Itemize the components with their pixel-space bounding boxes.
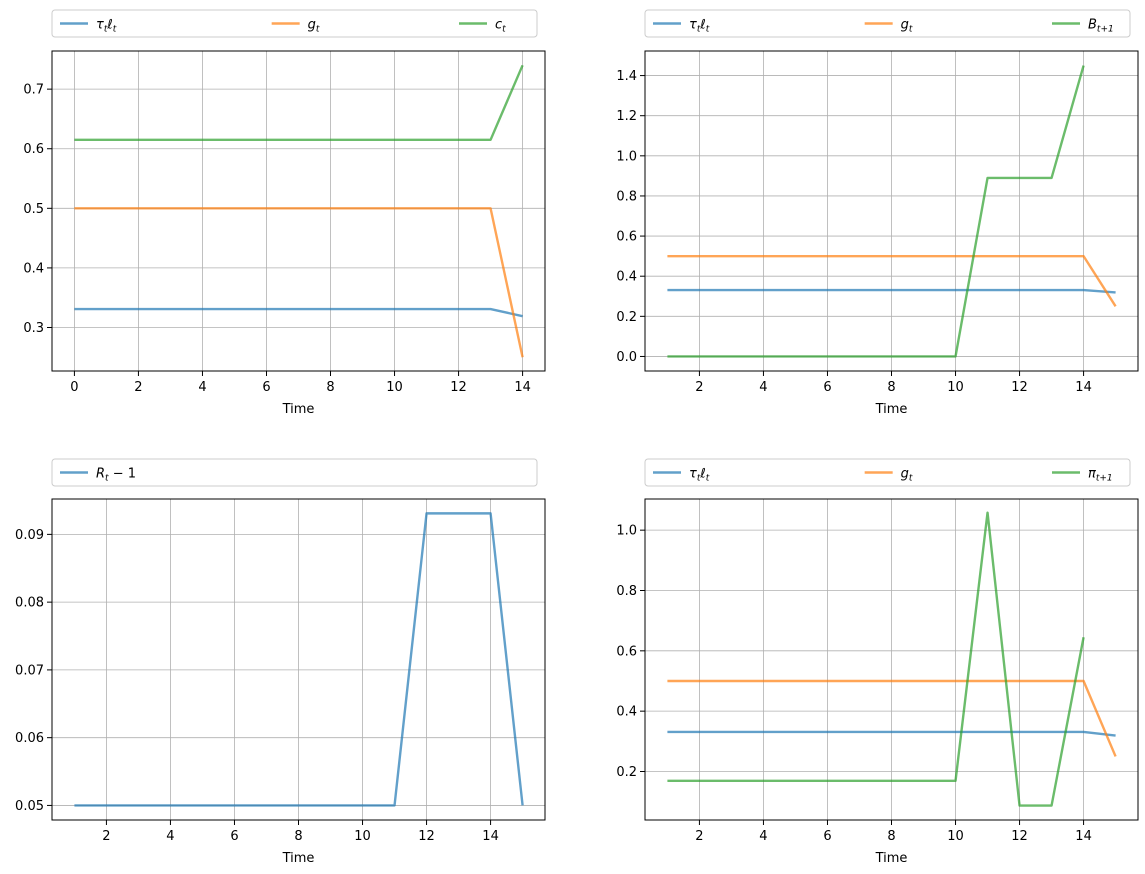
y-tick-label: 0.6 [616, 644, 637, 659]
y-tick-label: 0.07 [15, 663, 44, 678]
subplot-1: 0 2 4 6 8 10 12 14 0.3 0.4 0.5 0.6 0.7 Time τtℓt gt ct [23, 9, 546, 417]
x-tick-label: 6 [230, 829, 238, 844]
y-tick-label: 1.4 [616, 69, 637, 84]
series-line-1 [667, 730, 1116, 737]
y-tick-label: 0.4 [616, 705, 637, 720]
y-tick-label: 0.5 [23, 202, 44, 217]
x-tick-label: 4 [166, 829, 174, 844]
x-tick-label: 2 [695, 829, 703, 844]
x-tick-label: 4 [759, 380, 767, 395]
x-tick-label: 10 [947, 829, 964, 844]
series-line-2 [667, 679, 1117, 757]
y-tick-label: 0.7 [23, 83, 44, 98]
y-tick-label: 0.06 [15, 731, 44, 746]
x-tick-label: 14 [514, 380, 531, 395]
x-tick-label: 12 [450, 380, 467, 395]
x-axis-label: Time [875, 851, 908, 866]
legend-entry: gt [901, 467, 913, 484]
legend-entry: τtℓt [689, 467, 710, 484]
y-tick-label: 0.6 [616, 230, 637, 245]
subplot-4: 2 4 6 8 10 12 14 0.2 0.4 0.6 0.8 1.0 Time τtℓt gt πt+1 [616, 458, 1139, 866]
x-tick-label: 8 [294, 829, 302, 844]
y-tick-label: 1.0 [616, 149, 637, 164]
legend-entry: Bt+1 [1088, 18, 1114, 35]
legend: τtℓt gt Bt+1 [644, 9, 1131, 38]
legend-entry: Rt − 1 [96, 467, 136, 484]
legend: Rt − 1 [51, 458, 538, 487]
x-tick-label: 6 [823, 380, 831, 395]
x-tick-label: 4 [198, 380, 206, 395]
series-line-2 [667, 254, 1117, 307]
x-tick-label: 6 [262, 380, 270, 395]
x-tick-label: 10 [354, 829, 371, 844]
x-tick-label: 8 [326, 380, 334, 395]
y-tick-label: 0.4 [616, 270, 637, 285]
x-tick-label: 12 [1011, 829, 1028, 844]
series-line-1 [74, 307, 523, 318]
series-line-3 [667, 65, 1085, 358]
x-tick-label: 10 [947, 380, 964, 395]
legend-entry: gt [901, 18, 913, 35]
legend-entry: gt [308, 18, 320, 35]
subplot-3: 2 4 6 8 10 12 14 0.05 0.06 0.07 0.08 0.09 Time Rt − 1 [15, 458, 546, 866]
x-tick-label: 0 [70, 380, 78, 395]
y-tick-label: 0.6 [23, 142, 44, 157]
legend: τtℓt gt πt+1 [644, 458, 1131, 487]
x-tick-label: 14 [1075, 829, 1092, 844]
series-line-3 [74, 64, 524, 141]
axes-frame [51, 50, 546, 372]
y-tick-label: 0.09 [15, 528, 44, 543]
y-tick-label: 0.8 [616, 584, 637, 599]
y-tick-label: 0.08 [15, 596, 44, 611]
x-tick-label: 2 [134, 380, 142, 395]
series-line-2 [74, 207, 524, 358]
legend: τtℓt gt ct [51, 9, 538, 38]
x-tick-label: 14 [482, 829, 499, 844]
x-tick-label: 2 [695, 380, 703, 395]
y-tick-label: 0.2 [616, 765, 637, 780]
y-tick-label: 0.4 [23, 261, 44, 276]
x-tick-label: 8 [887, 380, 895, 395]
x-axis-label: Time [282, 402, 315, 417]
x-tick-label: 4 [759, 829, 767, 844]
y-tick-label: 0.05 [15, 799, 44, 814]
legend-frame [51, 458, 538, 487]
series-line-1 [74, 512, 524, 807]
x-axis-label: Time [875, 402, 908, 417]
legend-entry: ct [495, 18, 506, 35]
y-tick-label: 0.3 [23, 321, 44, 336]
y-tick-label: 1.2 [616, 109, 637, 124]
x-tick-label: 8 [887, 829, 895, 844]
x-tick-label: 2 [102, 829, 110, 844]
legend-entry: τtℓt [689, 18, 710, 35]
y-tick-label: 0.0 [616, 350, 637, 365]
legend-entry: πt+1 [1088, 467, 1113, 484]
x-tick-label: 12 [418, 829, 435, 844]
legend-entry: τtℓt [96, 18, 117, 35]
x-tick-label: 6 [823, 829, 831, 844]
y-tick-label: 0.2 [616, 310, 637, 325]
x-tick-label: 12 [1011, 380, 1028, 395]
subplot-2: 2 4 6 8 10 12 14 0.0 0.2 0.4 0.6 0.8 1.0 1.2 1.4 Time τt… [616, 9, 1139, 417]
series-line-1 [667, 288, 1116, 294]
y-tick-label: 1.0 [616, 524, 637, 539]
y-tick-label: 0.8 [616, 189, 637, 204]
x-tick-label: 10 [386, 380, 403, 395]
x-axis-label: Time [282, 851, 315, 866]
x-tick-label: 14 [1075, 380, 1092, 395]
series-line-3 [667, 511, 1085, 807]
